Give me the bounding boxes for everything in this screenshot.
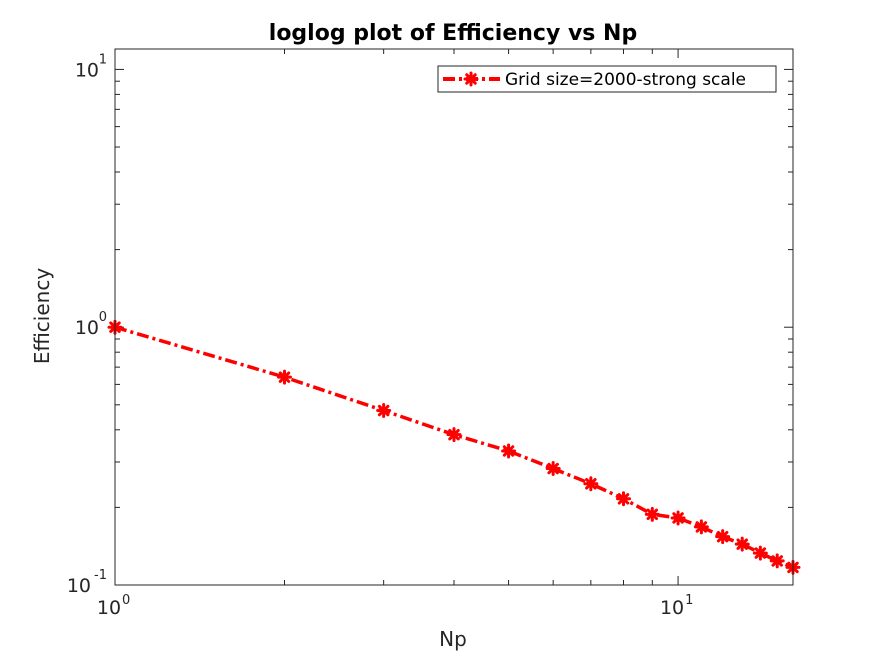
data-point-marker <box>376 403 392 419</box>
legend-box <box>437 65 777 93</box>
data-point-marker <box>501 443 517 459</box>
data-point-marker <box>545 461 561 477</box>
data-point-marker <box>734 536 750 552</box>
x-tick-label: 10 <box>660 597 684 619</box>
legend: Grid size=2000-strong scale <box>437 65 777 93</box>
plot-area <box>115 49 793 585</box>
x-tick-exponent: 0 <box>122 593 130 608</box>
legend-marker-asterisk <box>463 71 479 87</box>
legend-label: Grid size=2000-strong scale <box>505 70 746 90</box>
y-tick-label: 10 <box>75 59 99 81</box>
x-axis-label: Np <box>439 627 467 651</box>
chart-title: loglog plot of Efficiency vs Np <box>269 21 637 46</box>
data-point-marker <box>752 545 768 561</box>
y-tick-exponent: 1 <box>99 52 107 67</box>
x-tick-label: 10 <box>97 597 121 619</box>
y-axis-label: Efficiency <box>30 268 54 365</box>
data-point-marker <box>715 529 731 545</box>
y-tick-exponent: -1 <box>94 568 107 583</box>
axes-box <box>114 48 794 586</box>
x-tick-exponent: 1 <box>685 593 693 608</box>
legend-asterisk <box>463 71 479 87</box>
data-point-marker <box>769 553 785 569</box>
data-point-marker <box>583 476 599 492</box>
data-point-marker <box>277 369 292 385</box>
data-point-marker <box>644 506 660 522</box>
y-tick-label: 10 <box>75 317 99 339</box>
data-point-marker <box>446 427 462 443</box>
data-point-marker <box>693 519 709 535</box>
series-line <box>114 325 794 570</box>
y-tick-label: 10 <box>67 575 91 597</box>
data-point-marker <box>616 491 631 507</box>
data-point-marker <box>670 510 686 526</box>
y-tick-exponent: 0 <box>99 310 107 325</box>
